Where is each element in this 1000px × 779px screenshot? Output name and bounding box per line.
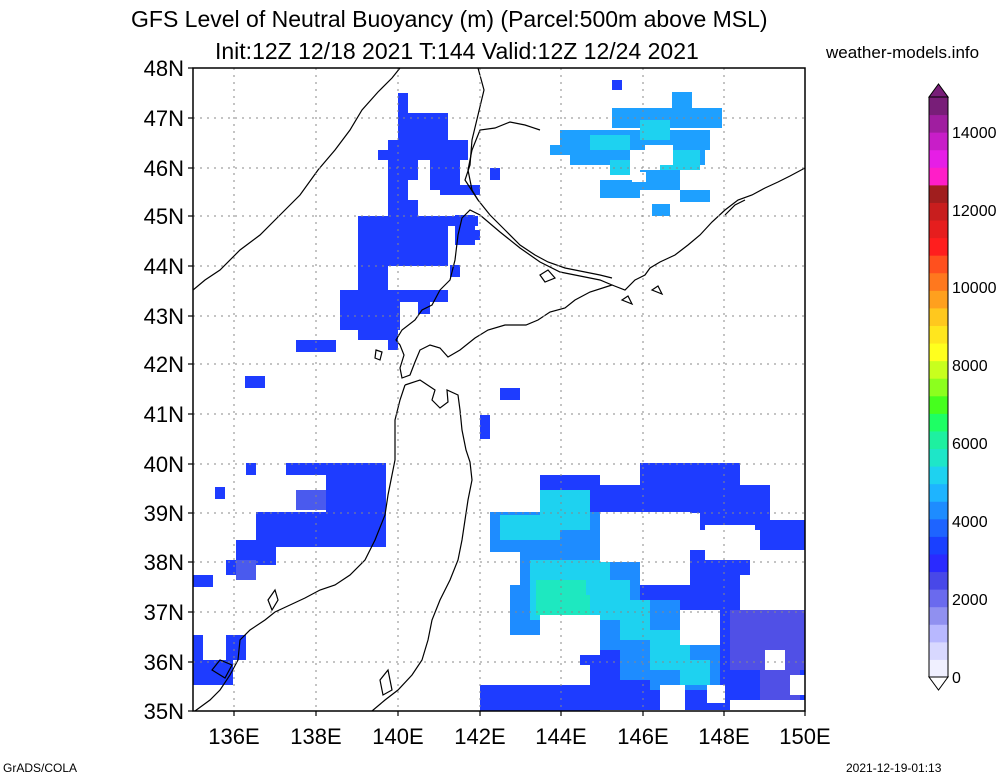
lon-label: 146E (617, 724, 668, 749)
colorbar-labels: 14000 12000 10000 8000 6000 4000 2000 0 (952, 125, 997, 687)
colorbar-segment (929, 220, 948, 239)
map-title: GFS Level of Neutral Buoyancy (m) (Parce… (131, 6, 768, 32)
colorbar-label: 8000 (952, 358, 988, 375)
triangle-up-icon (928, 83, 949, 98)
colorbar-segment (929, 659, 948, 678)
triangle-down-icon (928, 676, 949, 691)
colorbar: 14000 12000 10000 8000 6000 4000 2000 0 (928, 83, 997, 691)
coastlines (193, 68, 805, 711)
colorbar-segment (929, 641, 948, 660)
colorbar-segment (929, 97, 948, 116)
colorbar-segment (929, 255, 948, 274)
colorbar-segment (929, 202, 948, 221)
colorbar-segment (929, 184, 948, 203)
colorbar-segment (929, 536, 948, 555)
colorbar-segment (929, 325, 948, 344)
lat-label: 45N (144, 204, 184, 229)
lnb-shading (193, 80, 805, 711)
map-subtitle: Init:12Z 12/18 2021 T:144 Valid:12Z 12/2… (215, 38, 699, 64)
lat-label: 48N (144, 56, 184, 81)
colorbar-segment (929, 272, 948, 291)
longitude-labels: 136E 138E 140E 142E 144E 146E 148E 150E (208, 724, 830, 749)
colorbar-segment (929, 466, 948, 485)
colorbar-segment (929, 237, 948, 256)
colorbar-segment (929, 167, 948, 186)
lat-label: 35N (144, 699, 184, 724)
lon-label: 150E (779, 724, 830, 749)
colorbar-segment (929, 413, 948, 432)
colorbar-label: 2000 (952, 592, 988, 609)
colorbar-label: 14000 (952, 125, 997, 142)
lon-label: 148E (698, 724, 749, 749)
colorbar-segment (929, 483, 948, 502)
colorbar-frame (928, 96, 949, 678)
colorbar-segment (929, 589, 948, 608)
site-credit: weather-models.info (826, 43, 980, 62)
lon-label: 138E (290, 724, 341, 749)
colorbar-segment (929, 395, 948, 414)
lat-label: 47N (144, 106, 184, 131)
colorbar-segment (929, 290, 948, 309)
colorbar-segment (929, 343, 948, 362)
lat-label: 40N (144, 452, 184, 477)
colorbar-label: 4000 (952, 514, 988, 531)
colorbar-segment (929, 360, 948, 379)
colorbar-segment (929, 553, 948, 573)
lat-label: 38N (144, 550, 184, 575)
colorbar-segment (929, 501, 948, 520)
lat-label: 39N (144, 501, 184, 526)
lon-label: 144E (535, 724, 586, 749)
lat-label: 37N (144, 600, 184, 625)
colorbar-segment (929, 149, 948, 168)
colorbar-label: 0 (952, 670, 961, 687)
colorbar-segment (929, 448, 948, 467)
colorbar-label: 10000 (952, 280, 997, 297)
lat-label: 44N (144, 254, 184, 279)
colorbar-segment (929, 606, 948, 625)
colorbar-segment (929, 307, 948, 326)
colorbar-segments (929, 97, 948, 678)
lat-label: 42N (144, 352, 184, 377)
latitude-labels: 48N 47N 46N 45N 44N 43N 42N 41N 40N 39N … (144, 56, 184, 724)
lon-label: 136E (208, 724, 259, 749)
footer-timestamp: 2021-12-19-01:13 (846, 761, 942, 775)
colorbar-segment (929, 518, 948, 537)
colorbar-segment (929, 430, 948, 450)
colorbar-segment (929, 571, 948, 590)
lat-label: 41N (144, 402, 184, 427)
colorbar-label: 12000 (952, 203, 997, 220)
colorbar-segment (929, 114, 948, 133)
lat-label: 43N (144, 304, 184, 329)
colorbar-segment (929, 624, 948, 643)
colorbar-segment (929, 132, 948, 151)
lat-label: 36N (144, 650, 184, 675)
lon-label: 140E (372, 724, 423, 749)
lon-label: 142E (454, 724, 505, 749)
colorbar-segment (929, 378, 948, 397)
plot-frame (192, 67, 806, 712)
footer-credit: GrADS/COLA (3, 761, 78, 775)
lat-label: 46N (144, 156, 184, 181)
tick-marks (188, 67, 806, 716)
colorbar-label: 6000 (952, 436, 988, 453)
